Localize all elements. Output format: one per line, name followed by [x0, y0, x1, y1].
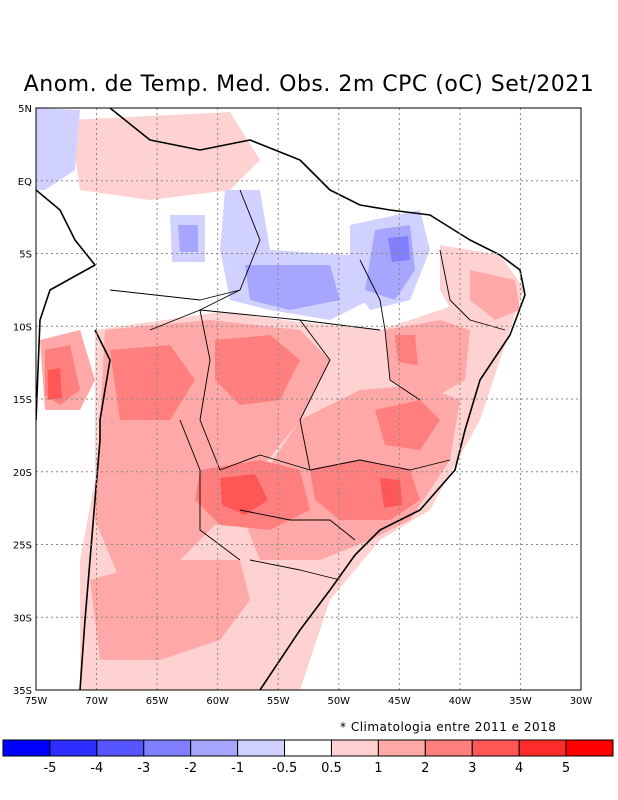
state-borders	[109, 189, 506, 581]
state-boundary	[299, 319, 331, 471]
lat-tick-label: 35S	[13, 686, 32, 697]
colorbar-box	[330, 739, 379, 757]
lon-tick-labels: 75W 70W 65W 60W 55W 50W 45W 40W 35W 30W	[25, 696, 593, 707]
anomaly-field	[36, 108, 525, 690]
plot-frame	[35, 107, 582, 691]
lat-tick-label: EQ	[18, 177, 32, 188]
anomaly-region-very-strong-warm-ms	[220, 474, 268, 515]
peru-bolivia-border	[94, 329, 111, 440]
anomaly-region-strong-warm-rondonia	[110, 345, 195, 420]
state-boundary	[249, 559, 341, 581]
lat-tick-label: 20S	[13, 468, 32, 479]
colorbar-box	[518, 739, 567, 757]
colorbar-box	[237, 739, 286, 757]
lat-tick-label: 10S	[13, 322, 32, 333]
lat-tick-label: 25S	[13, 541, 32, 552]
south-america-coastline	[36, 108, 526, 690]
colorbar-label: -2	[184, 761, 197, 776]
lat-tick-labels: 5N EQ 5S 10S 15S 20S 25S 30S 35S	[13, 104, 32, 697]
colorbar-label: -1	[231, 761, 244, 776]
lat-tick-label: 5N	[18, 104, 32, 115]
colorbar: -5 -4 -3 -2 -1 -0.5 0.5 1 2 3 4 5	[2, 739, 614, 776]
colorbar-label: 0.5	[321, 761, 342, 776]
state-boundary	[179, 419, 241, 561]
climatology-note: * Climatologia entre 2011 e 2018	[340, 720, 557, 734]
anomaly-region-warm-ne-coast	[470, 270, 520, 320]
colorbar-box	[284, 739, 332, 757]
lon-tick-label: 55W	[267, 696, 290, 707]
anomaly-region-warm-argentina	[90, 560, 250, 660]
lon-tick-label: 45W	[388, 696, 411, 707]
anomaly-region-cool-colombia	[36, 108, 80, 190]
lon-tick-label: 60W	[206, 696, 229, 707]
colorbar-label: 5	[562, 761, 570, 776]
lon-tick-label: 65W	[146, 696, 169, 707]
colorbar-box	[471, 739, 520, 757]
lon-tick-label: 50W	[327, 696, 350, 707]
state-boundary	[239, 509, 356, 541]
colorbar-box	[377, 739, 426, 757]
lon-tick-label: 30W	[570, 696, 593, 707]
state-boundary	[199, 189, 261, 311]
anomaly-region-strong-warm-mt	[215, 335, 300, 405]
colorbar-label: -4	[90, 761, 103, 776]
anomaly-region-cool-para-inner	[245, 265, 340, 310]
colorbar-label: -5	[43, 761, 56, 776]
colorbar-label: -3	[137, 761, 150, 776]
lon-tick-label: 75W	[25, 696, 48, 707]
anomaly-region-cool-amazonas-inner	[178, 225, 198, 252]
state-boundary	[219, 454, 451, 471]
colorbar-labels: -5 -4 -3 -2 -1 -0.5 0.5 1 2 3 4 5	[43, 761, 570, 776]
grid-lines	[36, 108, 581, 690]
colorbar-label: 2	[421, 761, 429, 776]
state-boundary	[149, 309, 221, 471]
anomaly-region-very-strong-warm-sp	[380, 478, 402, 508]
colorbar-label: 4	[515, 761, 523, 776]
lon-tick-label: 35W	[509, 696, 532, 707]
map-title: Anom. de Temp. Med. Obs. 2m CPC (oC) Set…	[23, 72, 595, 97]
colorbar-label: 3	[468, 761, 476, 776]
colorbar-box	[424, 739, 473, 757]
lat-tick-label: 5S	[19, 250, 32, 261]
colorbar-label: -0.5	[272, 761, 297, 776]
lat-tick-label: 15S	[13, 395, 32, 406]
colorbar-box	[96, 739, 145, 757]
anomaly-region-very-strong-warm-peru	[48, 368, 62, 400]
colorbar-boxes	[2, 739, 614, 757]
colorbar-box	[2, 739, 51, 757]
colorbar-label: 1	[374, 761, 382, 776]
colorbar-box	[49, 739, 98, 757]
colorbar-box	[143, 739, 192, 757]
anomaly-region-weak-warm-north	[70, 112, 260, 200]
state-boundary	[109, 289, 241, 301]
lat-tick-label: 30S	[13, 613, 32, 624]
colorbar-box	[565, 739, 614, 757]
lon-tick-label: 70W	[85, 696, 108, 707]
colorbar-box	[190, 739, 239, 757]
anomaly-region-strong-warm-mg	[375, 400, 440, 450]
anomaly-region-strong-warm-bahia	[395, 335, 418, 365]
state-boundary	[359, 259, 421, 401]
anomaly-map: 5N EQ 5S 10S 15S 20S 25S 30S 35S 75W 70W 65W 60W 55W…	[13, 104, 593, 707]
lon-tick-label: 40W	[449, 696, 472, 707]
